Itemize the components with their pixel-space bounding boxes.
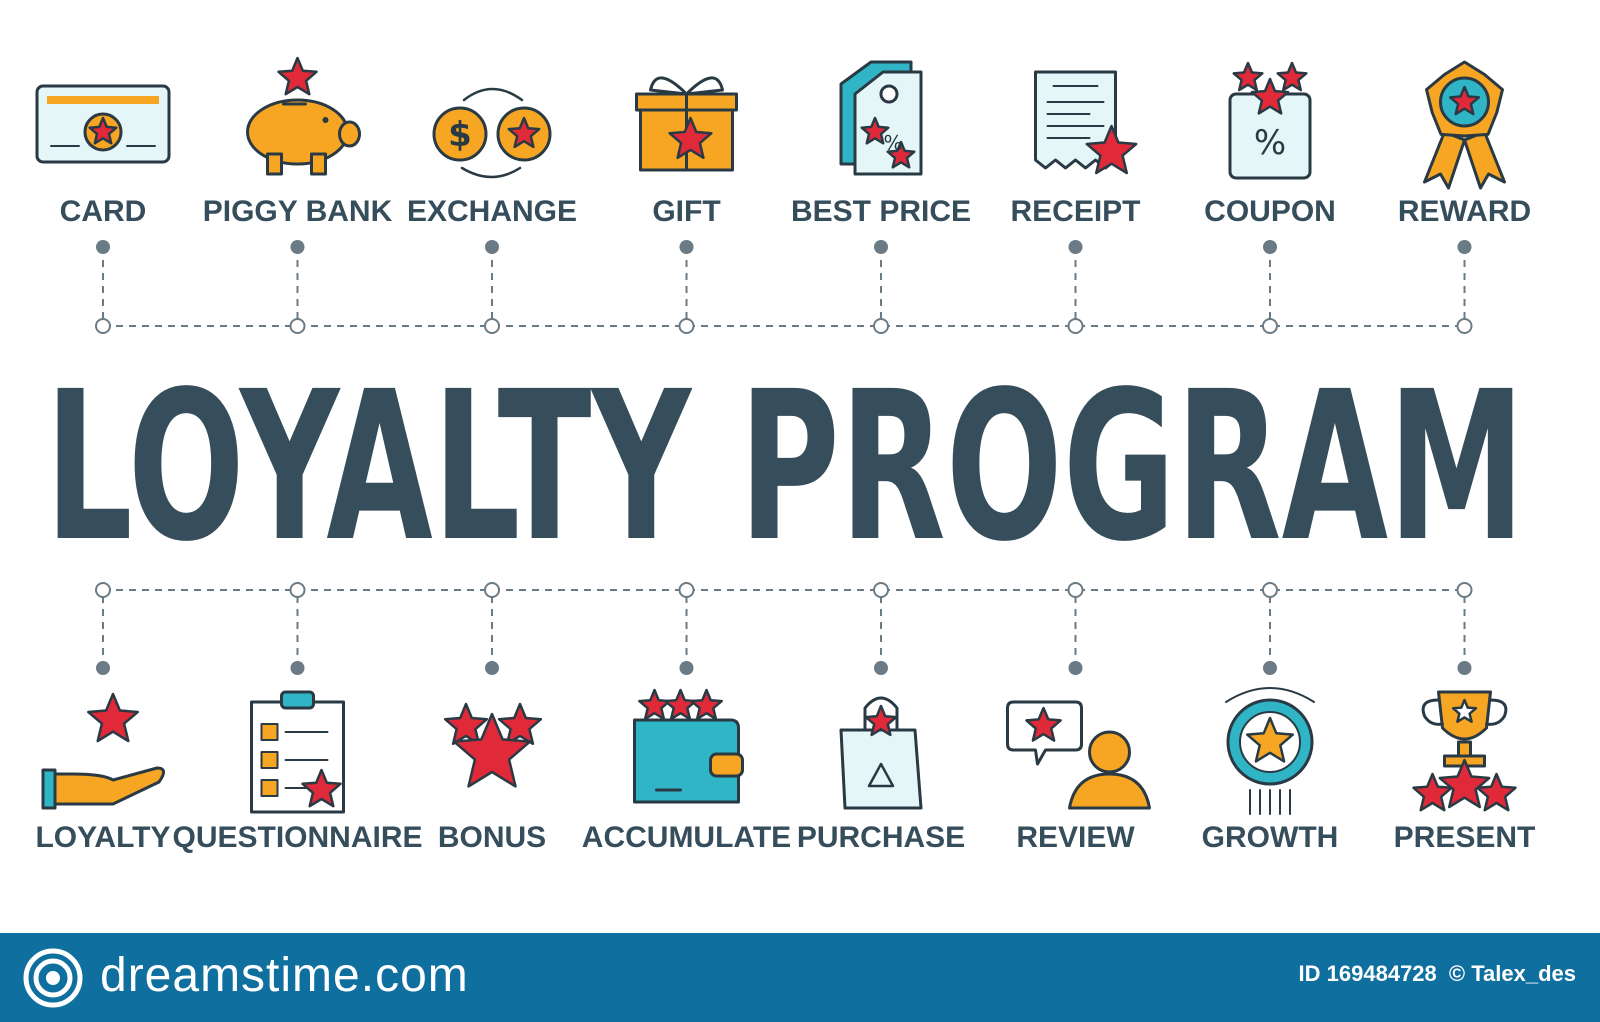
bottom-connector-dot bbox=[1263, 661, 1277, 675]
card-icon bbox=[35, 84, 171, 164]
coupon-icon: % bbox=[1228, 61, 1312, 180]
bottom-label-2: BONUS bbox=[438, 821, 546, 854]
bottom-label-0: LOYALTY bbox=[35, 821, 170, 854]
piggy-bank-icon bbox=[246, 56, 361, 176]
trophy-icon bbox=[1412, 690, 1517, 812]
top-label-4: BEST PRICE bbox=[791, 195, 971, 228]
top-connector-dot bbox=[96, 240, 110, 254]
top-connector-dot bbox=[874, 240, 888, 254]
bonus-stars-icon bbox=[443, 702, 543, 788]
bottom-connector-node bbox=[1456, 582, 1473, 598]
bottom-connector-dot bbox=[874, 661, 888, 675]
bottom-connector-dot bbox=[1457, 661, 1472, 675]
main-title: LOYALTY PROGRAM bbox=[45, 347, 1525, 587]
top-label-3: GIFT bbox=[652, 195, 720, 228]
receipt-icon bbox=[1034, 70, 1138, 175]
top-connector-node bbox=[1262, 318, 1278, 334]
bottom-label-row: LOYALTY QUESTIONNAIRE BONUS ACCUMULATE PURCH… bbox=[35, 821, 1535, 854]
bottom-label-1: QUESTIONNAIRE bbox=[172, 821, 422, 854]
top-connector-node bbox=[289, 318, 306, 334]
top-connector-node bbox=[1456, 318, 1473, 334]
loyalty-diagram: $%% CARD PIGGY BANK EXCHANGE GIFT BEST PRICE… bbox=[35, 56, 1535, 854]
footer-bar: dreamstime.com ID 169484728 © Talex_des bbox=[0, 933, 1600, 1022]
price-tag-icon: % bbox=[839, 60, 923, 176]
top-connector-dot bbox=[485, 240, 499, 254]
top-connector-dot bbox=[290, 240, 305, 254]
top-label-5: RECEIPT bbox=[1010, 195, 1140, 228]
top-connector-dot bbox=[1263, 240, 1277, 254]
dreamstime-logo-icon bbox=[23, 948, 83, 1008]
bottom-connector-dot bbox=[290, 661, 305, 675]
bottom-connector-node bbox=[1067, 582, 1084, 598]
svg-text:$: $ bbox=[448, 115, 472, 155]
top-label-1: PIGGY BANK bbox=[203, 195, 393, 228]
image-id: ID 169484728 bbox=[1298, 961, 1437, 986]
top-connector-lines bbox=[95, 240, 1473, 334]
bottom-connector-dot bbox=[485, 661, 499, 675]
top-connector-dot bbox=[1068, 240, 1083, 254]
top-icon-row: $%% bbox=[35, 56, 1506, 190]
top-connector-dot bbox=[1457, 240, 1472, 254]
shopping-bag-icon bbox=[839, 696, 923, 810]
bottom-label-7: PRESENT bbox=[1394, 821, 1536, 854]
review-icon bbox=[1006, 700, 1151, 810]
bottom-label-3: ACCUMULATE bbox=[582, 821, 791, 854]
top-connector-node bbox=[95, 318, 111, 334]
top-label-2: EXCHANGE bbox=[407, 195, 577, 228]
top-label-row: CARD PIGGY BANK EXCHANGE GIFT BEST PRICE RECE… bbox=[60, 195, 1532, 228]
bottom-connector-node bbox=[678, 582, 695, 598]
bottom-label-6: GROWTH bbox=[1202, 821, 1339, 854]
bottom-icon-row bbox=[41, 687, 1517, 815]
top-connector-dot bbox=[679, 240, 694, 254]
bottom-connector-dot bbox=[96, 661, 110, 675]
top-connector-node bbox=[873, 318, 889, 334]
bottom-connector-node bbox=[289, 582, 306, 598]
svg-text:%: % bbox=[1254, 123, 1286, 163]
bottom-label-4: PURCHASE bbox=[797, 821, 965, 854]
bottom-connector-dot bbox=[1068, 661, 1083, 675]
hand-star-icon bbox=[41, 692, 165, 810]
bottom-connector-dot bbox=[679, 661, 694, 675]
questionnaire-icon bbox=[250, 690, 345, 814]
bottom-connector-lines bbox=[95, 582, 1473, 675]
top-label-0: CARD bbox=[60, 195, 147, 228]
top-label-7: REWARD bbox=[1398, 195, 1531, 228]
top-connector-node bbox=[484, 318, 500, 334]
reward-medal-icon bbox=[1423, 60, 1506, 190]
image-info: ID 169484728 © Talex_des bbox=[1293, 961, 1576, 987]
top-connector-node bbox=[678, 318, 695, 334]
bottom-connector-node bbox=[1262, 582, 1278, 598]
growth-icon bbox=[1225, 687, 1315, 815]
bottom-connector-node bbox=[873, 582, 889, 598]
gift-icon bbox=[635, 76, 738, 172]
bottom-connector-node bbox=[95, 582, 111, 598]
bottom-label-5: REVIEW bbox=[1016, 821, 1135, 854]
image-author: © Talex_des bbox=[1448, 961, 1576, 986]
top-connector-node bbox=[1067, 318, 1084, 334]
brand-name: dreamstime.com bbox=[100, 949, 469, 1002]
exchange-icon: $ bbox=[432, 87, 552, 179]
bottom-connector-node bbox=[484, 582, 500, 598]
svg-text:%: % bbox=[883, 131, 902, 155]
top-label-6: COUPON bbox=[1204, 195, 1336, 228]
wallet-icon bbox=[633, 688, 744, 804]
